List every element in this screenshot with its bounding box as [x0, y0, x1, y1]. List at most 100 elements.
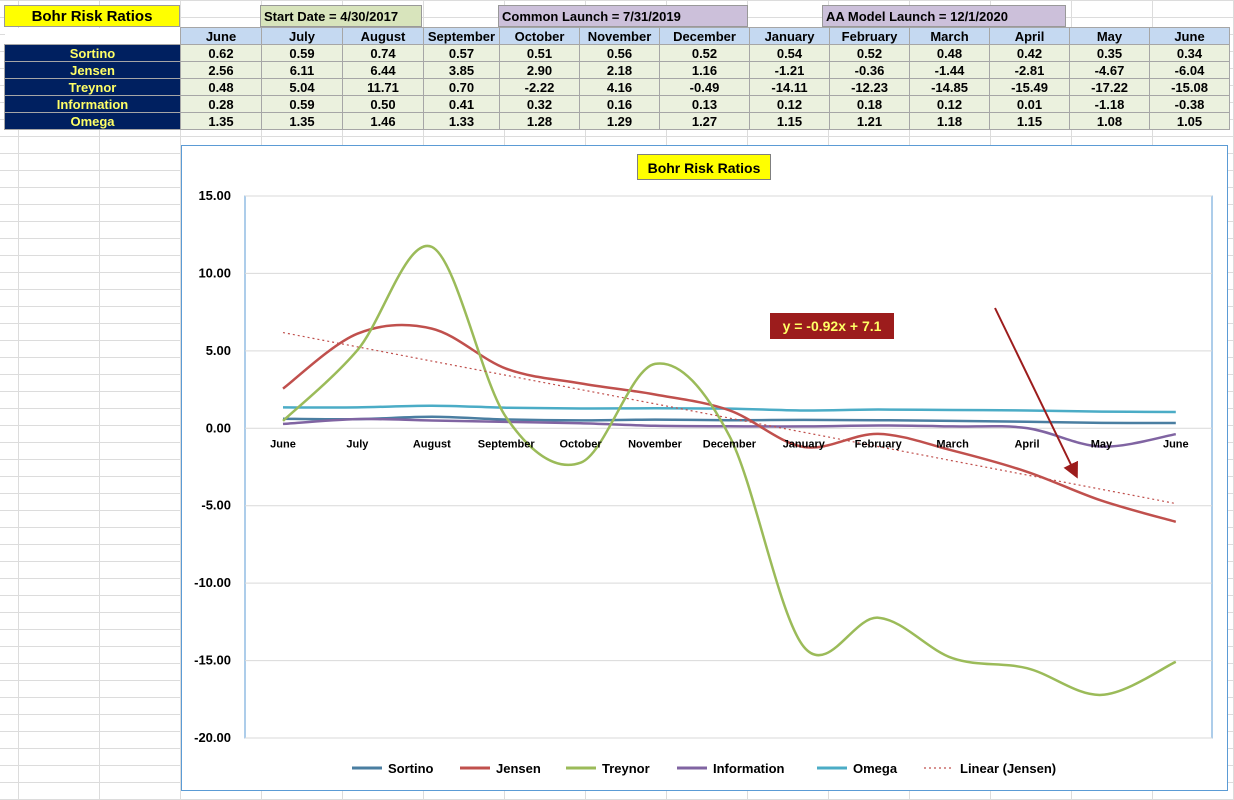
value-cell[interactable]: -1.21	[749, 61, 830, 79]
table-corner-cell[interactable]	[4, 27, 181, 45]
value-cell[interactable]: 1.18	[909, 112, 990, 130]
value-cell[interactable]: 0.56	[579, 44, 660, 62]
row-label-cell[interactable]: Sortino	[4, 44, 181, 62]
value-cell[interactable]: 1.21	[829, 112, 910, 130]
legend-item[interactable]: Omega	[817, 761, 898, 776]
x-tick-label: November	[628, 438, 683, 450]
month-header-cell[interactable]: March	[909, 27, 990, 45]
value-cell[interactable]: -15.49	[989, 78, 1070, 96]
row-label-cell[interactable]: Information	[4, 95, 181, 113]
value-cell[interactable]: -2.81	[989, 61, 1070, 79]
value-cell[interactable]: -17.22	[1069, 78, 1150, 96]
value-cell[interactable]: 0.28	[180, 95, 262, 113]
value-cell[interactable]: 1.35	[180, 112, 262, 130]
value-cell[interactable]: 5.04	[261, 78, 343, 96]
value-cell[interactable]: 0.16	[579, 95, 660, 113]
value-cell[interactable]: -1.44	[909, 61, 990, 79]
legend-item[interactable]: Linear (Jensen)	[924, 761, 1056, 776]
common-launch-cell[interactable]: Common Launch = 7/31/2019	[498, 5, 748, 27]
y-tick-label: -20.00	[194, 730, 231, 745]
value-cell[interactable]: 1.28	[499, 112, 580, 130]
legend-item[interactable]: Jensen	[460, 761, 541, 776]
value-cell[interactable]: 1.46	[342, 112, 424, 130]
value-cell[interactable]: 1.29	[579, 112, 660, 130]
value-cell[interactable]: 6.44	[342, 61, 424, 79]
table-row: Sortino 0.62 0.59 0.74 0.57 0.51 0.56 0.52 0.54 0…	[4, 44, 1230, 62]
value-cell[interactable]: 6.11	[261, 61, 343, 79]
x-tick-label: January	[783, 438, 826, 450]
sheet-title-cell[interactable]: Bohr Risk Ratios	[4, 5, 180, 27]
value-cell[interactable]: -14.11	[749, 78, 830, 96]
aa-model-launch-cell[interactable]: AA Model Launch = 12/1/2020	[822, 5, 1066, 27]
value-cell[interactable]: -6.04	[1149, 61, 1230, 79]
value-cell[interactable]: -0.36	[829, 61, 910, 79]
x-tick-label: April	[1014, 438, 1039, 450]
y-tick-label: -5.00	[201, 498, 231, 513]
value-cell[interactable]: 0.35	[1069, 44, 1150, 62]
value-cell[interactable]: -15.08	[1149, 78, 1230, 96]
value-cell[interactable]: 3.85	[423, 61, 500, 79]
value-cell[interactable]: 0.62	[180, 44, 262, 62]
value-cell[interactable]: 2.90	[499, 61, 580, 79]
value-cell[interactable]: -0.49	[659, 78, 750, 96]
row-label-cell[interactable]: Jensen	[4, 61, 181, 79]
value-cell[interactable]: 0.42	[989, 44, 1070, 62]
value-cell[interactable]: 1.16	[659, 61, 750, 79]
month-header-cell[interactable]: April	[989, 27, 1070, 45]
y-tick-label: 15.00	[198, 188, 231, 203]
value-cell[interactable]: 2.56	[180, 61, 262, 79]
value-cell[interactable]: 1.15	[749, 112, 830, 130]
value-cell[interactable]: 11.71	[342, 78, 424, 96]
value-cell[interactable]: -2.22	[499, 78, 580, 96]
value-cell[interactable]: 0.13	[659, 95, 750, 113]
value-cell[interactable]: 1.33	[423, 112, 500, 130]
value-cell[interactable]: 1.05	[1149, 112, 1230, 130]
value-cell[interactable]: -12.23	[829, 78, 910, 96]
value-cell[interactable]: 1.08	[1069, 112, 1150, 130]
value-cell[interactable]: 4.16	[579, 78, 660, 96]
month-header-cell[interactable]: February	[829, 27, 910, 45]
value-cell[interactable]: 1.15	[989, 112, 1070, 130]
value-cell[interactable]: 1.27	[659, 112, 750, 130]
value-cell[interactable]: 0.59	[261, 44, 343, 62]
legend-item[interactable]: Sortino	[352, 761, 434, 776]
month-header-cell[interactable]: June	[1149, 27, 1230, 45]
legend-label: Jensen	[496, 761, 541, 776]
value-cell[interactable]: -1.18	[1069, 95, 1150, 113]
value-cell[interactable]: 0.12	[749, 95, 830, 113]
y-tick-label: 5.00	[206, 343, 231, 358]
x-tick-label: March	[936, 438, 969, 450]
value-cell[interactable]: 0.51	[499, 44, 580, 62]
chart-title[interactable]: Bohr Risk Ratios	[637, 154, 771, 180]
value-cell[interactable]: 2.18	[579, 61, 660, 79]
legend-item[interactable]: Information	[677, 761, 785, 776]
value-cell[interactable]: 0.18	[829, 95, 910, 113]
row-label-cell[interactable]: Omega	[4, 112, 181, 130]
value-cell[interactable]: 0.70	[423, 78, 500, 96]
value-cell[interactable]: 0.74	[342, 44, 424, 62]
month-header-cell[interactable]: January	[749, 27, 830, 45]
month-header-cell[interactable]: May	[1069, 27, 1150, 45]
chart-area[interactable]	[181, 145, 1228, 791]
month-header-cell[interactable]: December	[659, 27, 750, 45]
value-cell[interactable]: -0.38	[1149, 95, 1230, 113]
x-tick-label: July	[346, 438, 369, 450]
series-line-sortino	[282, 415, 1176, 425]
value-cell[interactable]: 0.01	[989, 95, 1070, 113]
value-cell[interactable]: 0.54	[749, 44, 830, 62]
month-header-cell[interactable]: November	[579, 27, 660, 45]
x-tick-label: May	[1091, 438, 1113, 450]
start-date-cell[interactable]: Start Date = 4/30/2017	[260, 5, 422, 27]
value-cell[interactable]: 0.12	[909, 95, 990, 113]
y-tick-label: -10.00	[194, 575, 231, 590]
month-header-cell[interactable]: October	[499, 27, 580, 45]
value-cell[interactable]: 0.52	[829, 44, 910, 62]
month-header-cell[interactable]: September	[423, 27, 500, 45]
value-cell[interactable]: 0.57	[423, 44, 500, 62]
value-cell[interactable]: 0.52	[659, 44, 750, 62]
legend-item[interactable]: Treynor	[566, 761, 650, 776]
value-cell[interactable]: 0.50	[342, 95, 424, 113]
month-header-cell[interactable]: August	[342, 27, 424, 45]
series-line-information	[282, 417, 1177, 448]
